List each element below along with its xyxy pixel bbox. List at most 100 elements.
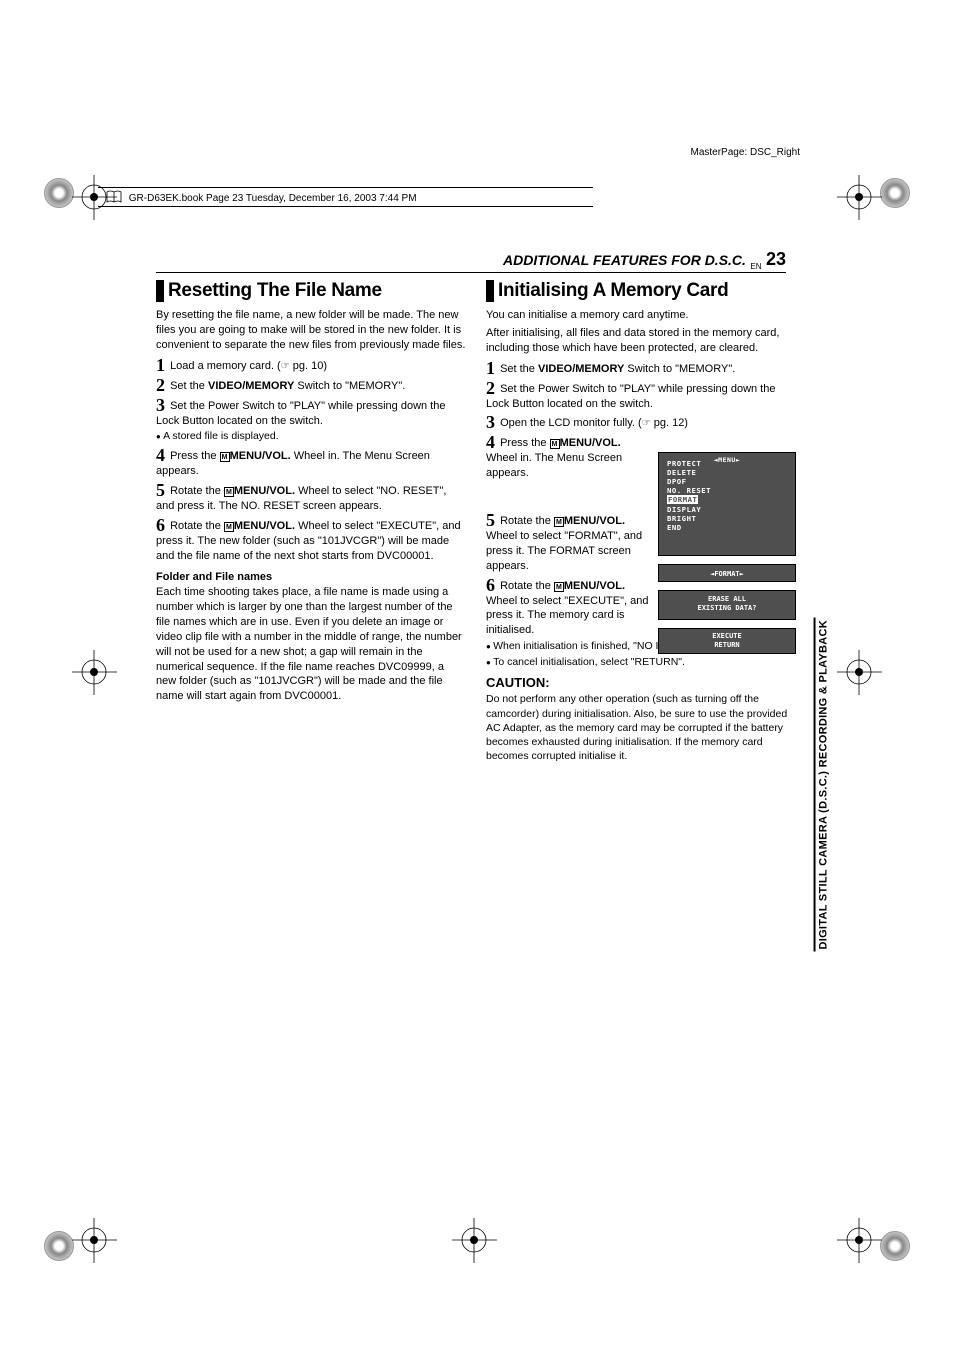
r-step-4: 4 Press the MMENU/VOL. Wheel in. The Men… — [486, 433, 651, 481]
bullet-text: A stored file is displayed. — [163, 430, 279, 442]
lcd-menu-item: DISPLAY — [667, 505, 795, 514]
left-heading-text: Resetting The File Name — [168, 280, 382, 302]
step-text: Open the LCD monitor fully. ( — [500, 417, 642, 429]
step-text: Switch to "MEMORY". — [294, 380, 405, 392]
crop-mark-icon — [837, 650, 882, 695]
m-icon: M — [220, 452, 230, 462]
step-text-bold: MENU/VOL. — [564, 580, 625, 592]
lcd-menu-item: END — [667, 523, 795, 532]
step-text: Rotate the — [170, 520, 224, 532]
step-text-bold: VIDEO/MEMORY — [538, 363, 624, 375]
registration-dot — [880, 1231, 910, 1261]
page-content: Resetting The File Name By resetting the… — [156, 280, 796, 766]
step-text-bold: VIDEO/MEMORY — [208, 380, 294, 392]
lcd-line: EXISTING DATA? — [659, 604, 795, 613]
r-step-1: 1 Set the VIDEO/MEMORY Switch to "MEMORY… — [486, 359, 796, 377]
registration-dot — [880, 178, 910, 208]
bullet-text: To cancel initialisation, select "RETURN… — [493, 656, 685, 668]
lcd-option: RETURN — [659, 641, 795, 650]
step-text: Set the Power Switch to "PLAY" while pre… — [486, 383, 775, 410]
page-number: 23 — [766, 249, 786, 269]
r-step-3: 3 Open the LCD monitor fully. (☞ pg. 12) — [486, 413, 796, 431]
m-icon: M — [554, 582, 564, 592]
caution-body: Do not perform any other operation (such… — [486, 692, 796, 763]
registration-dot — [44, 178, 74, 208]
right-intro-a: You can initialise a memory card anytime… — [486, 308, 796, 323]
heading-bar-icon — [156, 280, 164, 302]
r-step-6: 6 Rotate the MMENU/VOL. Wheel to select … — [486, 576, 656, 639]
step-text: Load a memory card. ( — [170, 360, 281, 372]
m-icon: M — [224, 487, 234, 497]
en-label: EN — [750, 262, 761, 271]
step-text: Press the — [500, 437, 550, 449]
step-4: 4 Press the MMENU/VOL. Wheel in. The Men… — [156, 446, 466, 479]
lcd-menu-item: NO. RESET — [667, 486, 795, 495]
step-text: Wheel to select "EXECUTE", and press it.… — [486, 595, 649, 637]
step-text: Set the Power Switch to "PLAY" while pre… — [156, 400, 445, 427]
section-title: ADDITIONAL FEATURES FOR D.S.C. — [503, 252, 746, 268]
crop-mark-icon — [72, 1218, 117, 1263]
step-text-bold: MENU/VOL. — [230, 450, 291, 462]
r-bullet-2: To cancel initialisation, select "RETURN… — [486, 656, 796, 670]
step-text: Rotate the — [170, 485, 224, 497]
header-underline — [156, 272, 786, 273]
step-6: 6 Rotate the MMENU/VOL. Wheel to select … — [156, 516, 466, 564]
right-intro-b: After initialising, all files and data s… — [486, 326, 796, 356]
step-text: Set the — [500, 363, 538, 375]
caution-label: CAUTION: — [486, 675, 796, 690]
reference-icon: ☞ — [281, 361, 290, 372]
step-text: Set the — [170, 380, 208, 392]
step-text: Wheel in. The Menu Screen appears. — [486, 452, 622, 479]
header-bar: GR-D63EK.book Page 23 Tuesday, December … — [98, 187, 593, 207]
crop-mark-icon — [452, 1218, 497, 1263]
lcd-option-highlight: EXECUTE — [712, 632, 742, 640]
step-text-bold: MENU/VOL. — [234, 520, 295, 532]
crop-mark-icon — [72, 650, 117, 695]
step-2: 2 Set the VIDEO/MEMORY Switch to "MEMORY… — [156, 376, 466, 394]
crop-mark-icon — [837, 175, 882, 220]
step-5: 5 Rotate the MMENU/VOL. Wheel to select … — [156, 481, 466, 514]
step-text: Switch to "MEMORY". — [624, 363, 735, 375]
left-heading: Resetting The File Name — [156, 280, 466, 302]
sidebar-chapter-label: DIGITAL STILL CAMERA (D.S.C.) RECORDING … — [818, 620, 830, 950]
m-icon: M — [224, 522, 234, 532]
right-heading-text: Initialising A Memory Card — [498, 280, 728, 302]
registration-dot — [44, 1231, 74, 1261]
step-text: Wheel to select "FORMAT", and press it. … — [486, 530, 642, 572]
lcd-format-options: EXECUTE RETURN — [658, 628, 796, 654]
step-text: Rotate the — [500, 580, 554, 592]
lcd-format-title: ◄FORMAT► — [658, 564, 796, 582]
step-text-bold: MENU/VOL. — [234, 485, 295, 497]
m-icon: M — [554, 517, 564, 527]
lcd-menu-screenshot: ◄MENU► PROTECTDELETEDPOFNO. RESETFORMATD… — [658, 452, 796, 556]
r-step-2: 2 Set the Power Switch to "PLAY" while p… — [486, 379, 796, 412]
lcd-menu-item: FORMAT — [667, 495, 795, 504]
r-step-5: 5 Rotate the MMENU/VOL. Wheel to select … — [486, 511, 651, 574]
left-column: Resetting The File Name By resetting the… — [156, 280, 466, 766]
lcd-menu-title: ◄MENU► — [659, 456, 795, 464]
crop-mark-icon — [837, 1218, 882, 1263]
step-1: 1 Load a memory card. (☞ pg. 10) — [156, 356, 466, 374]
right-column: Initialising A Memory Card You can initi… — [486, 280, 796, 766]
lcd-menu-item: DPOF — [667, 477, 795, 486]
step-3: 3 Set the Power Switch to "PLAY" while p… — [156, 396, 466, 429]
lcd-menu-item: DELETE — [667, 468, 795, 477]
master-page-label: MasterPage: DSC_Right — [691, 147, 801, 158]
section-header: ADDITIONAL FEATURES FOR D.S.C. EN 23 — [503, 249, 786, 271]
heading-bar-icon — [486, 280, 494, 302]
step-3-bullet: A stored file is displayed. — [156, 430, 466, 444]
left-intro: By resetting the file name, a new folder… — [156, 308, 466, 353]
step-text: Press the — [170, 450, 220, 462]
folder-file-body: Each time shooting takes place, a file n… — [156, 585, 466, 704]
step-text-bold: MENU/VOL. — [564, 515, 625, 527]
reference-icon: ☞ — [642, 418, 651, 429]
step-text-bold: MENU/VOL. — [560, 437, 621, 449]
right-heading: Initialising A Memory Card — [486, 280, 796, 302]
lcd-format-body: ERASE ALL EXISTING DATA? — [658, 590, 796, 620]
book-icon — [106, 190, 122, 204]
lcd-line: ERASE ALL — [659, 595, 795, 604]
m-icon: M — [550, 439, 560, 449]
folder-file-subhead: Folder and File names — [156, 571, 466, 583]
step-text: pg. 10) — [290, 360, 327, 372]
header-bar-text: GR-D63EK.book Page 23 Tuesday, December … — [129, 193, 417, 204]
